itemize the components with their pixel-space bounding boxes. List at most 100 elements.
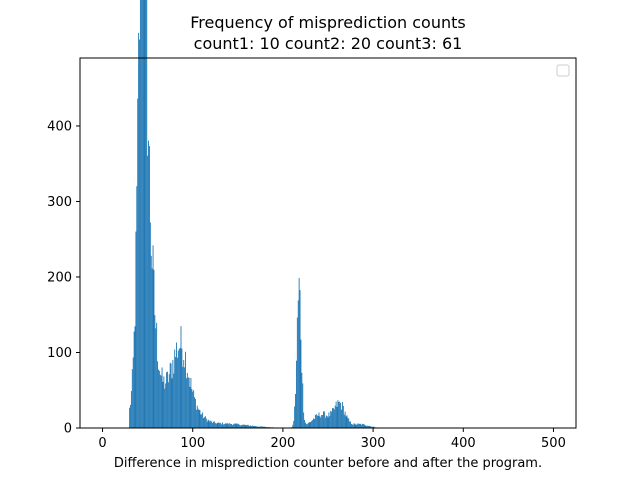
x-tick-label: 200	[270, 436, 295, 451]
plot-frame	[79, 57, 577, 429]
histogram-bar	[310, 421, 312, 428]
histogram-bar	[320, 417, 322, 428]
histogram-bar	[145, 0, 147, 429]
histogram-bar	[305, 422, 306, 428]
histogram-bar	[351, 424, 353, 428]
histogram-bar	[226, 424, 228, 428]
histogram-bar	[160, 375, 162, 428]
histogram-bar	[365, 425, 367, 428]
histogram-bar	[251, 425, 253, 428]
histogram-bar	[227, 422, 229, 428]
histogram-bar	[255, 426, 257, 428]
histogram-bar	[129, 407, 131, 428]
histogram-bar	[210, 420, 212, 428]
histogram-bar	[333, 409, 335, 428]
x-tick-label: 400	[451, 436, 476, 451]
histogram-bar	[170, 363, 172, 428]
histogram-bar	[246, 425, 248, 428]
histogram-bar	[358, 423, 360, 428]
histogram-bar	[213, 421, 214, 428]
histogram-bar	[356, 424, 358, 428]
histogram-bar	[253, 426, 255, 428]
histogram-bar	[237, 424, 239, 428]
histogram-bar	[295, 393, 296, 428]
histogram-bar	[177, 350, 179, 428]
histogram-bar	[162, 381, 164, 428]
histogram-bar	[132, 357, 134, 428]
histogram-bar	[353, 423, 355, 428]
histogram-bar	[351, 423, 352, 428]
histogram-bar	[301, 372, 303, 428]
histogram-bar	[247, 424, 249, 428]
histogram-bar	[175, 356, 177, 428]
histogram-bar	[223, 424, 225, 428]
histogram-bar	[362, 423, 364, 428]
histogram-bar	[141, 0, 143, 428]
histogram-bar	[239, 424, 241, 428]
histogram-bar	[263, 426, 265, 428]
histogram-bar	[131, 369, 133, 428]
histogram-bar	[354, 423, 356, 428]
histogram-bar	[211, 421, 213, 428]
histogram-bar	[202, 412, 204, 428]
histogram-bar	[186, 372, 188, 428]
histogram-bar	[316, 415, 318, 428]
histogram-bar	[198, 409, 200, 428]
histogram-bar	[180, 326, 182, 428]
histogram-bar	[317, 416, 319, 428]
y-tick-label: 100	[47, 346, 72, 361]
histogram-bar	[360, 424, 362, 428]
histogram-bar	[313, 418, 315, 428]
histogram-bar	[188, 377, 190, 428]
histogram-bar	[220, 422, 222, 428]
histogram-bar	[191, 389, 193, 428]
histogram-bar	[161, 367, 163, 428]
histogram-bar	[341, 402, 343, 428]
histogram-bar	[343, 414, 345, 428]
histogram-bar	[225, 422, 227, 428]
histogram-bar	[337, 400, 339, 428]
histogram-bar	[164, 388, 166, 428]
histogram-bar	[167, 382, 169, 428]
histogram-bar	[195, 409, 197, 428]
histogram-bar	[302, 383, 304, 428]
histogram-bar	[338, 401, 340, 428]
histogram-bar	[213, 421, 215, 428]
histogram-bar	[368, 425, 370, 428]
histogram-bar	[344, 411, 346, 428]
histogram-bar	[133, 331, 135, 428]
histogram-bar	[245, 425, 247, 428]
histogram-bar	[179, 347, 181, 428]
histogram-bar	[151, 268, 153, 428]
histogram-bar	[184, 367, 186, 428]
histogram-bar	[218, 422, 220, 428]
histogram-bar	[307, 423, 309, 428]
histogram-bar	[192, 391, 194, 428]
histogram-bar	[342, 405, 344, 428]
histogram-bar	[348, 418, 350, 428]
histogram-bar	[155, 328, 157, 428]
histogram-bar	[330, 410, 332, 428]
histogram-bar	[206, 421, 208, 428]
histogram-bar	[212, 422, 214, 428]
histogram-bar	[295, 360, 297, 428]
histogram-bar	[201, 414, 203, 428]
histogram-bar	[257, 426, 259, 428]
histogram-bar	[157, 361, 159, 428]
histogram-bar	[222, 422, 223, 428]
histogram-bar	[152, 245, 154, 428]
histogram-bar	[364, 425, 366, 428]
histogram-bar	[137, 98, 139, 429]
histogram-bar	[176, 357, 178, 428]
histogram-bar	[254, 425, 256, 428]
histogram-bar	[370, 426, 372, 428]
histogram-bar	[372, 426, 374, 428]
histogram-bar	[315, 414, 317, 428]
histogram-bar	[314, 419, 315, 428]
histogram-bar	[143, 0, 145, 429]
histogram-bar	[303, 412, 305, 428]
histogram-bar	[373, 426, 375, 428]
